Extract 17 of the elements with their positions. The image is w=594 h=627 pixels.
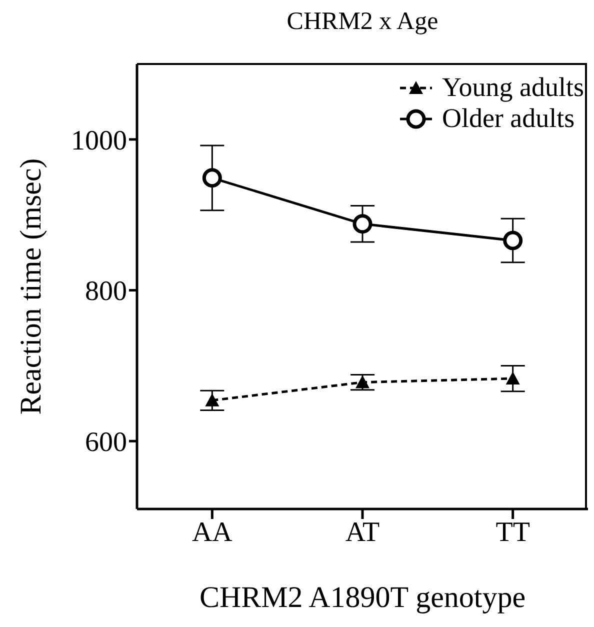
x-tick-label: AT <box>345 516 380 548</box>
point <box>356 375 370 388</box>
chart-title: CHRM2 x Age <box>286 8 440 36</box>
point <box>352 214 372 234</box>
point <box>503 230 523 250</box>
y-tick-label: 600 <box>85 427 127 458</box>
x-tick-label: AA <box>192 516 234 548</box>
point <box>205 393 220 406</box>
x-tick-label: TT <box>496 516 530 548</box>
legend-label: Older adults <box>442 103 575 134</box>
x-axis-title: CHRM2 A1890T genotype <box>199 581 526 614</box>
y-tick-label: 800 <box>85 276 127 308</box>
legend-label: Young adults <box>442 72 584 103</box>
point <box>506 372 520 385</box>
point <box>202 168 222 188</box>
y-tick-label: 1000 <box>71 125 127 156</box>
y-axis-title: Reaction time (msec) <box>14 158 48 415</box>
